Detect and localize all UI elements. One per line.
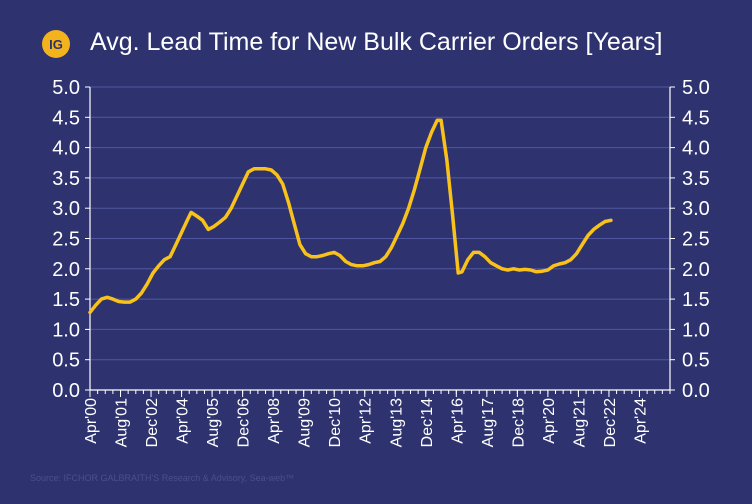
y-tick-label: 2.0	[52, 259, 80, 281]
x-tick-label: Dec'14	[419, 398, 436, 447]
y-tick-label: 2.0	[682, 259, 710, 281]
y-axis-right: 0.0 0.5 1.0 1.5 2.0 2.5 3.0 3.5 4.0 4.5 5.0	[670, 77, 710, 402]
y-tick-label: 1.0	[682, 319, 710, 341]
x-tick-label: Dec'10	[327, 398, 344, 447]
source-note: Source: IFCHOR GALBRAITH'S Research & Ad…	[30, 473, 295, 483]
x-tick-label: Apr'04	[175, 398, 192, 444]
y-tick-label: 3.0	[682, 198, 710, 220]
x-tick-label: Dec'18	[510, 398, 527, 447]
y-axis-left: 0.0 0.5 1.0 1.5 2.0 2.5 3.0 3.5 4.0 4.5 5.0	[52, 77, 90, 402]
y-tick-label: 3.5	[52, 168, 80, 190]
y-tick-label: 0.0	[52, 380, 80, 402]
y-tick-label: 0.5	[52, 350, 80, 372]
y-tick-label: 4.0	[52, 138, 80, 160]
y-tick-label: 0.0	[682, 380, 710, 402]
y-tick-label: 3.5	[682, 168, 710, 190]
y-tick-label: 4.5	[52, 107, 80, 129]
x-tick-label: Aug'05	[205, 398, 222, 447]
lead-time-line	[88, 118, 613, 315]
header: IG Avg. Lead Time for New Bulk Carrier O…	[0, 0, 752, 80]
x-tick-label: Dec'22	[602, 398, 619, 447]
x-tick-label: Aug'01	[114, 398, 131, 447]
y-tick-label: 2.5	[682, 229, 710, 251]
x-tick-label: Apr'08	[266, 398, 283, 444]
x-axis: Apr'00 Aug'01 Dec'02 Apr'04 Aug'05 Dec'06 Apr'…	[83, 390, 671, 447]
x-tick-label: Apr'12	[358, 398, 375, 444]
company-logo: IG	[42, 30, 70, 58]
y-tick-label: 5.0	[52, 77, 80, 99]
x-tick-label: Aug'17	[480, 398, 497, 447]
x-tick-label: Apr'00	[83, 398, 100, 444]
gridlines	[90, 86, 670, 361]
y-tick-label: 4.5	[682, 107, 710, 129]
y-tick-label: 2.5	[52, 229, 80, 251]
x-tick-label: Apr'24	[632, 398, 649, 444]
x-tick-label: Aug'21	[571, 398, 588, 447]
x-tick-label: Apr'16	[449, 398, 466, 444]
y-tick-label: 1.0	[52, 319, 80, 341]
y-tick-label: 1.5	[52, 289, 80, 311]
x-tick-label: Aug'09	[297, 398, 314, 447]
y-tick-label: 5.0	[682, 77, 710, 99]
x-tick-label: Dec'06	[236, 398, 253, 447]
x-tick-label: Dec'02	[144, 398, 161, 447]
y-tick-label: 3.0	[52, 198, 80, 220]
y-tick-label: 1.5	[682, 289, 710, 311]
y-tick-label: 0.5	[682, 350, 710, 372]
x-tick-label: Aug'13	[388, 398, 405, 447]
x-tick-label: Apr'20	[541, 398, 558, 444]
chart-title: Avg. Lead Time for New Bulk Carrier Orde…	[90, 28, 663, 56]
y-tick-label: 4.0	[682, 138, 710, 160]
